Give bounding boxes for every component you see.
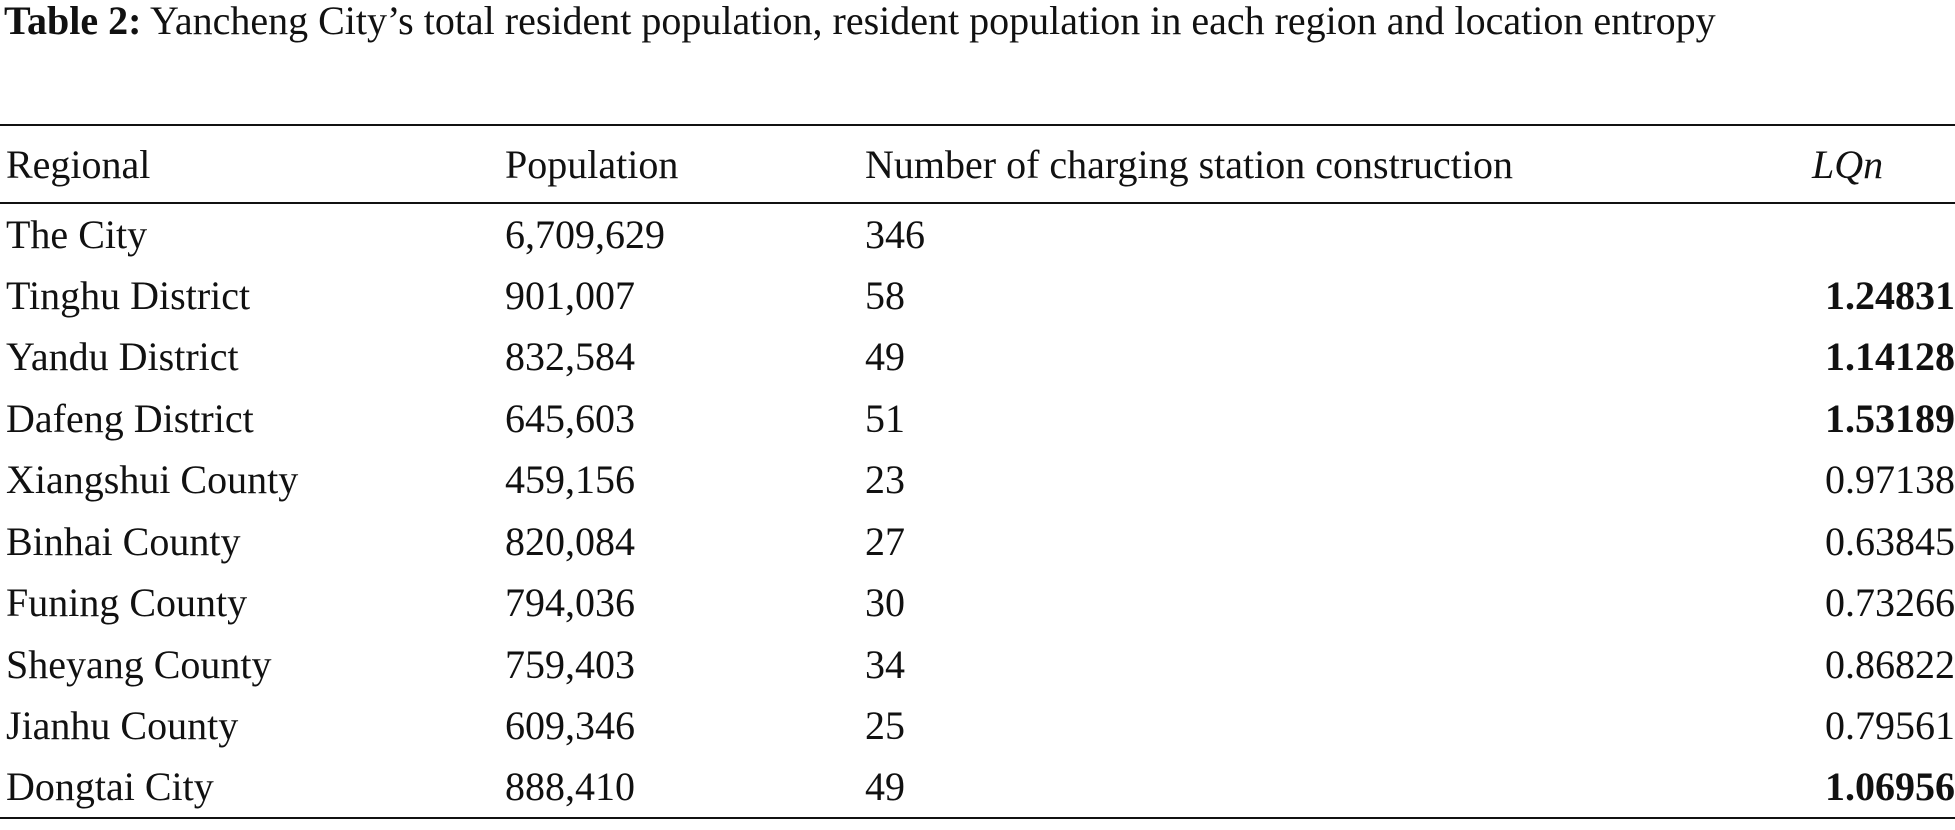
cell-lqn: 0.97138 <box>1825 457 1955 503</box>
cell-lqn: 0.86822 <box>1825 641 1955 687</box>
cell-region: Sheyang County <box>6 641 272 687</box>
caption-text: Yancheng City’s total resident populatio… <box>141 0 1716 43</box>
cell-region: Tinghu District <box>6 272 251 318</box>
header-regional: Regional <box>6 141 151 187</box>
cell-population: 820,084 <box>505 518 635 564</box>
cell-population: 888,410 <box>505 764 635 810</box>
table-row: Tinghu District 901,007 58 1.24831 <box>0 265 1955 327</box>
cell-population: 6,709,629 <box>505 211 665 257</box>
header-lqn: LQn <box>1812 141 1884 187</box>
cell-stations: 30 <box>865 580 905 626</box>
cell-lqn: 1.24831 <box>1825 272 1955 318</box>
cell-lqn: 1.53189 <box>1825 395 1955 441</box>
cell-stations: 23 <box>865 457 905 503</box>
header-row: Regional Population Number of charging s… <box>0 125 1955 203</box>
header-population: Population <box>505 141 679 187</box>
table-row: Dafeng District 645,603 51 1.53189 <box>0 388 1955 450</box>
cell-population: 459,156 <box>505 457 635 503</box>
cell-population: 645,603 <box>505 395 635 441</box>
table-row: Xiangshui County 459,156 23 0.97138 <box>0 449 1955 511</box>
data-table: Regional Population Number of charging s… <box>0 124 1955 819</box>
cell-lqn: 1.14128 <box>1825 334 1955 380</box>
table-row: The City 6,709,629 346 <box>0 203 1955 265</box>
cell-stations: 58 <box>865 272 905 318</box>
table-row: Funing County 794,036 30 0.73266 <box>0 572 1955 634</box>
table-caption: Table 2: Yancheng City’s total resident … <box>4 0 1952 48</box>
cell-stations: 49 <box>865 764 905 810</box>
cell-region: Jianhu County <box>6 703 239 749</box>
header-stations: Number of charging station construction <box>865 141 1514 187</box>
cell-region: The City <box>6 211 148 257</box>
table-row: Sheyang County 759,403 34 0.86822 <box>0 634 1955 696</box>
cell-lqn: 0.73266 <box>1825 580 1955 626</box>
cell-lqn: 1.06956 <box>1825 764 1955 810</box>
cell-population: 794,036 <box>505 580 635 626</box>
cell-stations: 27 <box>865 518 905 564</box>
caption-label: Table 2: <box>4 0 142 43</box>
cell-region: Xiangshui County <box>6 457 299 503</box>
table-row: Jianhu County 609,346 25 0.79561 <box>0 695 1955 757</box>
cell-region: Dongtai City <box>6 764 214 810</box>
cell-region: Funing County <box>6 580 248 626</box>
cell-stations: 34 <box>865 641 905 687</box>
cell-population: 759,403 <box>505 641 635 687</box>
cell-population: 609,346 <box>505 703 635 749</box>
cell-lqn <box>1770 203 1955 265</box>
cell-stations: 49 <box>865 334 905 380</box>
cell-lqn: 0.79561 <box>1825 703 1955 749</box>
cell-population: 901,007 <box>505 272 635 318</box>
cell-population: 832,584 <box>505 334 635 380</box>
table-body: The City 6,709,629 346 Tinghu District 901,0… <box>0 203 1955 818</box>
cell-region: Binhai County <box>6 518 241 564</box>
cell-stations: 25 <box>865 703 905 749</box>
table-header: Regional Population Number of charging s… <box>0 125 1955 203</box>
table-row: Binhai County 820,084 27 0.63845 <box>0 511 1955 573</box>
cell-region: Dafeng District <box>6 395 254 441</box>
cell-lqn: 0.63845 <box>1825 518 1955 564</box>
cell-stations: 51 <box>865 395 905 441</box>
cell-stations: 346 <box>865 211 925 257</box>
cell-region: Yandu District <box>6 334 239 380</box>
table-row: Dongtai City 888,410 49 1.06956 <box>0 757 1955 818</box>
table-row: Yandu District 832,584 49 1.14128 <box>0 326 1955 388</box>
